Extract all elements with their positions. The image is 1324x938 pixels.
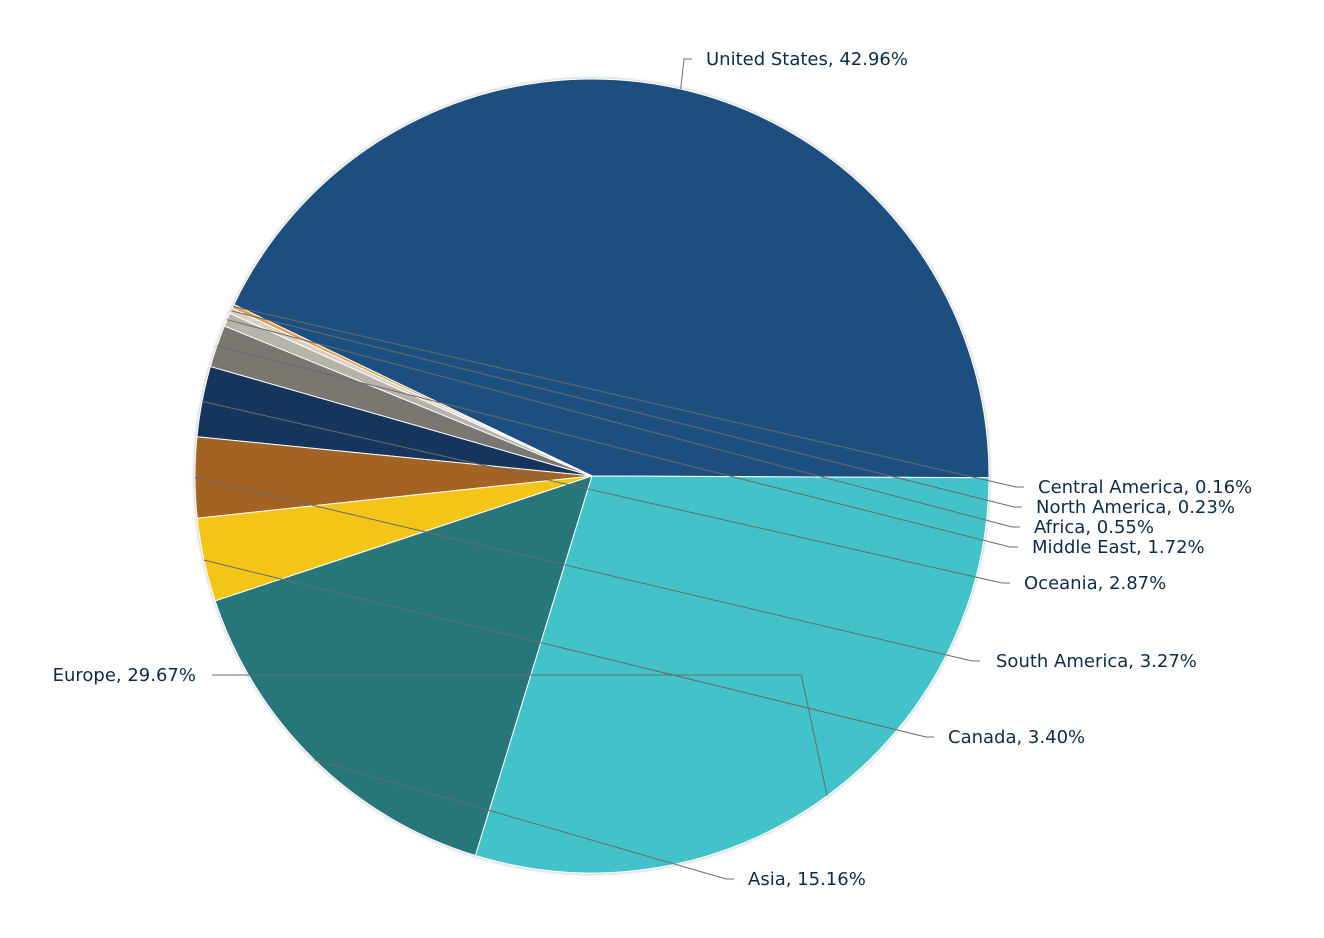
leader-line-africa [226,319,1020,528]
leader-line-europe [212,674,828,796]
leader-line-south-america [194,477,980,662]
data-label-canada: Canada, 3.40% [948,727,1085,748]
leader-line-north-america [230,310,1022,508]
leader-line-oceania [201,400,1010,584]
leader-line-asia [314,759,734,880]
pie-slices [194,78,990,874]
data-labels: United States, 42.96% Central America, 0.… [53,49,1253,890]
leader-line-united-states [680,58,692,90]
data-label-middle-east: Middle East, 1.72% [1032,537,1205,558]
data-label-oceania: Oceania, 2.87% [1024,573,1166,594]
data-label-north-america: North America, 0.23% [1036,497,1235,518]
label-leader-lines [194,58,1024,880]
data-label-central-america: Central America, 0.16% [1038,477,1252,498]
leader-line-middle-east [216,345,1018,548]
leader-line-canada [203,559,934,738]
data-label-africa: Africa, 0.55% [1034,517,1154,538]
data-label-south-america: South America, 3.27% [996,651,1197,672]
data-label-united-states: United States, 42.96% [706,49,908,70]
data-label-europe: Europe, 29.67% [53,665,196,686]
pie-slice-united-states[interactable] [233,78,990,479]
leader-line-central-america [232,305,1024,488]
data-label-asia: Asia, 15.16% [748,869,866,890]
